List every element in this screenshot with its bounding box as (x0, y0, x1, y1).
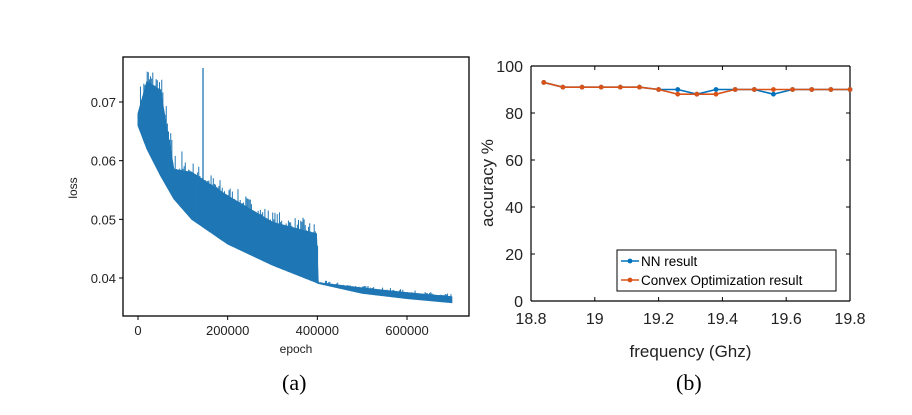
y-tick-label-a: 0.04 (91, 271, 116, 286)
data-point-convex (579, 84, 585, 90)
legend-box (616, 249, 837, 292)
data-point-convex (560, 84, 566, 90)
data-point-convex (617, 84, 623, 90)
data-point-convex (751, 87, 757, 92)
data-point-convex (713, 91, 719, 97)
x-axis-label-b: frequency (Ghz) (630, 342, 752, 361)
legend-label: NN result (641, 254, 698, 269)
x-tick-label-a: 400000 (296, 323, 339, 338)
x-axis-label-a: epoch (280, 342, 313, 356)
y-tick-label-a: 0.07 (91, 95, 116, 110)
data-point-convex (828, 87, 834, 92)
data-point-convex (656, 87, 661, 92)
x-tick-label-b: 19.8 (834, 311, 865, 328)
legend-label: Convex Optimization result (641, 273, 803, 288)
data-point-convex (847, 87, 853, 92)
y-tick-label-b: 20 (505, 247, 523, 264)
y-tick-label-b: 40 (505, 200, 523, 217)
caption-b: (b) (676, 370, 702, 395)
y-tick-label-a: 0.05 (91, 212, 116, 227)
data-point-nn (713, 87, 719, 92)
y-tick-label-b: 80 (505, 106, 523, 123)
x-tick-label-b: 18.8 (515, 311, 546, 328)
x-tick-label-b: 19.2 (643, 311, 674, 328)
legend-marker (627, 277, 633, 283)
data-point-convex (598, 84, 604, 90)
data-point-convex (637, 84, 642, 90)
y-tick-label-b: 100 (496, 59, 523, 76)
legend-marker (627, 258, 633, 264)
x-tick-label-a: 0 (134, 323, 141, 338)
y-axis-label-b: accuracy % (478, 139, 497, 227)
x-tick-label-b: 19 (586, 311, 604, 328)
x-tick-label-b: 19.4 (707, 311, 738, 328)
y-axis-label-a: loss (66, 177, 80, 198)
data-point-convex (541, 80, 547, 85)
data-point-convex (790, 87, 795, 92)
data-point-convex (694, 91, 700, 97)
y-tick-label-a: 0.06 (91, 154, 116, 169)
y-tick-label-b: 60 (505, 153, 523, 170)
data-point-nn (771, 91, 776, 97)
caption-a: (a) (282, 370, 307, 395)
axes-frame-a (122, 56, 470, 317)
data-point-nn (675, 87, 681, 92)
x-tick-label-a: 600000 (385, 323, 428, 338)
y-tick-label-b: 0 (514, 294, 523, 311)
data-point-convex (809, 87, 815, 92)
x-tick-label-b: 19.6 (771, 311, 802, 328)
data-point-convex (675, 91, 681, 97)
data-point-convex (732, 87, 738, 92)
x-tick-label-a: 200000 (206, 323, 249, 338)
data-point-convex (771, 87, 776, 92)
